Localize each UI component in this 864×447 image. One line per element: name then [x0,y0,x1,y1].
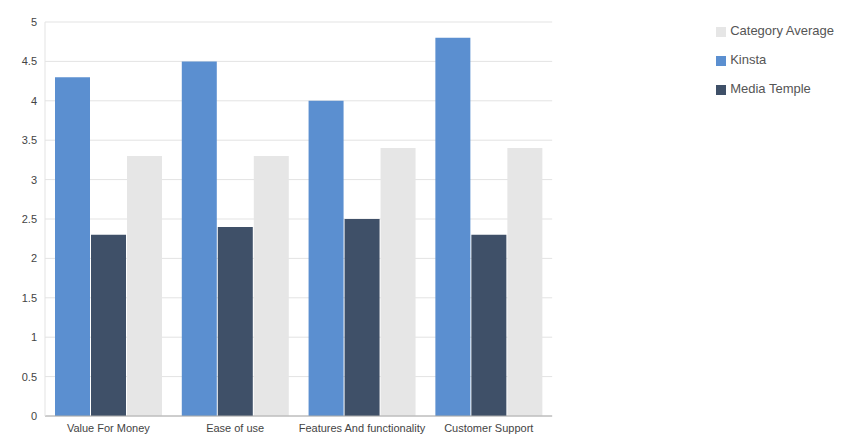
svg-text:Ease of use: Ease of use [206,422,264,434]
html-text:Media Temple: Media Temple [730,81,811,96]
svg-text:4.5: 4.5 [22,55,37,67]
svg-text:2.5: 2.5 [22,213,37,225]
html-text:Kinsta: Kinsta [730,52,767,67]
svg-text:2: 2 [31,252,37,264]
html-text:Category Average: Category Average [730,23,834,38]
svg-text:1.5: 1.5 [22,292,37,304]
svg-text:3.5: 3.5 [22,134,37,146]
svg-text:0: 0 [31,410,37,422]
svg-text:0.5: 0.5 [22,371,37,383]
svg-text:4: 4 [31,95,37,107]
svg-text:Value For Money: Value For Money [67,422,150,434]
svg-text:5: 5 [31,16,37,28]
svg-text:1: 1 [31,331,37,343]
svg-text:Customer Support: Customer Support [444,422,533,434]
svg-text:3: 3 [31,174,37,186]
svg-text:Features And functionality: Features And functionality [299,422,426,434]
